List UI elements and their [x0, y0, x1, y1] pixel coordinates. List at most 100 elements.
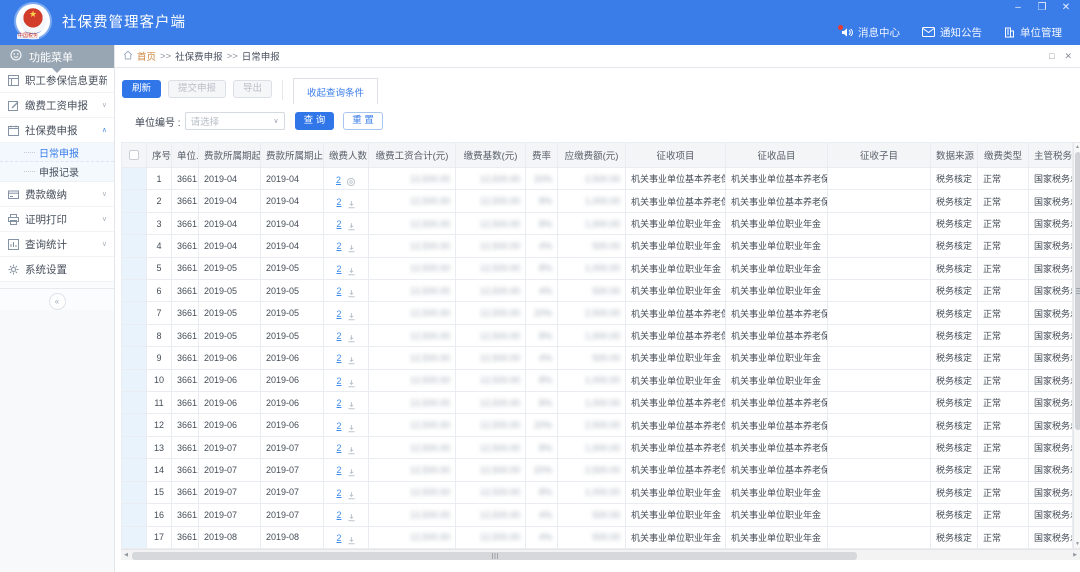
people-count-link[interactable]: 2	[336, 487, 342, 498]
sidebar-item-declare-records[interactable]: 申报记录	[0, 162, 114, 181]
table-row[interactable]: 123661...2019-062019-06212,500.0012,500.…	[121, 413, 1073, 437]
search-button[interactable]: 查 询	[294, 112, 335, 130]
download-icon[interactable]	[347, 424, 356, 435]
export-button[interactable]: 导出	[233, 80, 273, 98]
breadcrumb-item[interactable]: 社保费申报	[175, 52, 223, 63]
people-count-link[interactable]: 2	[336, 398, 342, 409]
select-all-checkbox[interactable]	[129, 149, 139, 160]
table-row[interactable]: 23661...2019-042019-04212,500.0012,500.0…	[121, 189, 1073, 213]
cell-people: 2	[323, 391, 369, 415]
sidebar-item-cert-print[interactable]: 证明打印 ∨	[0, 207, 114, 232]
people-count-link[interactable]: 2	[335, 174, 341, 185]
nav-notice[interactable]: 通知公告	[922, 25, 982, 40]
people-count-link[interactable]: 2	[336, 532, 342, 543]
people-count-link[interactable]: 2	[336, 241, 342, 252]
people-count-link[interactable]: 2	[336, 286, 342, 297]
download-icon[interactable]	[347, 401, 356, 412]
table-row[interactable]: 63661...2019-052019-05212,500.0012,500.0…	[121, 279, 1073, 303]
minimize-icon[interactable]: –	[1015, 2, 1021, 13]
reset-button[interactable]: 重 置	[343, 112, 383, 130]
submit-declare-button[interactable]: 提交申报	[168, 80, 227, 98]
sidebar-item-fee-payment[interactable]: 费款缴纳 ∨	[0, 182, 114, 207]
restore-icon[interactable]: ❐	[1037, 2, 1047, 13]
declare-table: 序号单位...费款所属期起费款所属期止缴费人数缴费工资合计(元)缴费基数(元)费…	[121, 142, 1073, 549]
cell-end: 2019-06	[260, 368, 324, 393]
table-row[interactable]: 93661...2019-062019-06212,500.0012,500.0…	[121, 346, 1073, 370]
sidebar-item-daily-declare[interactable]: 日常申报	[0, 143, 114, 162]
refresh-button[interactable]: 刷新	[122, 80, 162, 98]
download-icon[interactable]	[347, 491, 356, 502]
close-icon[interactable]: ✕	[1061, 2, 1071, 13]
view-icon[interactable]	[346, 177, 356, 189]
sidebar-collapse-button[interactable]: «	[48, 293, 66, 310]
people-count-link[interactable]: 2	[336, 263, 342, 274]
sidebar-item-employee-info[interactable]: 职工参保信息更新	[0, 68, 114, 93]
sidebar-item-query-stats[interactable]: 查询统计 ∨	[0, 232, 114, 257]
cell-type: 正常	[977, 391, 1029, 415]
scroll-down-icon[interactable]: ▼	[1075, 541, 1080, 547]
table-row[interactable]: 153661...2019-072019-07212,500.0012,500.…	[121, 480, 1073, 505]
scroll-up-icon[interactable]: ▲	[1075, 144, 1080, 150]
panel-close-icon[interactable]: ✕	[1064, 50, 1072, 61]
people-count-link[interactable]: 2	[336, 510, 342, 521]
download-icon[interactable]	[347, 267, 356, 278]
people-count-link[interactable]: 2	[336, 219, 342, 230]
download-icon[interactable]	[347, 289, 356, 300]
panel-restore-icon[interactable]: □	[1049, 50, 1055, 61]
download-icon[interactable]	[347, 446, 356, 457]
unit-no-select[interactable]: 请选择 ∨	[184, 112, 285, 130]
people-count-link[interactable]: 2	[336, 308, 342, 319]
horizontal-scrollbar[interactable]: ◀ ▶	[121, 549, 1080, 560]
sidebar: 功能菜单 职工参保信息更新 缴费工资申报 ∨ 社保费申报 ∧	[0, 45, 115, 572]
table-row[interactable]: 83661...2019-052019-05212,500.0012,500.0…	[121, 323, 1073, 348]
table-row[interactable]: 133661...2019-072019-07212,500.0012,500.…	[121, 435, 1073, 460]
table-row[interactable]: 173661...2019-082019-08212,500.0012,500.…	[121, 525, 1073, 549]
people-count-link[interactable]: 2	[336, 331, 342, 342]
table-row[interactable]: 163661...2019-072019-07212,500.0012,500.…	[121, 503, 1073, 527]
download-icon[interactable]	[347, 536, 356, 547]
people-count-link[interactable]: 2	[336, 375, 342, 386]
table-row[interactable]: 143661...2019-072019-07212,500.0012,500.…	[121, 458, 1073, 482]
cell-source: 税务核定	[930, 458, 978, 482]
download-icon[interactable]	[347, 513, 356, 524]
vertical-scroll-thumb[interactable]	[1074, 152, 1080, 430]
sidebar-item-settings[interactable]: 系统设置	[0, 257, 114, 282]
table-row[interactable]: 53661...2019-052019-05212,500.0012,500.0…	[121, 256, 1073, 281]
people-count-link[interactable]: 2	[336, 443, 342, 454]
sidebar-item-social-fee-declare[interactable]: 社保费申报 ∧	[0, 118, 114, 143]
table-row[interactable]: 43661...2019-042019-04212,500.0012,500.0…	[121, 234, 1073, 258]
table-row[interactable]: 103661...2019-062019-06212,500.0012,500.…	[121, 368, 1073, 393]
people-count-link[interactable]: 2	[336, 420, 342, 431]
breadcrumb-home-link[interactable]: 首页	[137, 52, 157, 63]
scroll-left-icon[interactable]: ◀	[124, 552, 128, 558]
cell-sub	[827, 279, 931, 303]
table-row[interactable]: 33661...2019-042019-04212,500.0012,500.0…	[121, 211, 1073, 236]
cell-base-redacted: 12,500.00	[455, 458, 526, 482]
nav-unit-management[interactable]: 单位管理	[1004, 25, 1062, 40]
nav-message-center[interactable]: 消息中心	[838, 24, 900, 40]
horizontal-scroll-thumb[interactable]	[132, 551, 857, 560]
download-icon[interactable]	[347, 356, 356, 367]
menu-notch	[52, 68, 62, 73]
download-icon[interactable]	[347, 334, 356, 345]
cell-item: 机关事业单位基本养老保险...	[725, 391, 828, 415]
download-icon[interactable]	[347, 244, 356, 255]
scroll-right-icon[interactable]: ▶	[1073, 552, 1077, 558]
table-row[interactable]: 113661...2019-062019-06212,500.0012,500.…	[121, 391, 1073, 415]
people-count-link[interactable]: 2	[336, 196, 342, 207]
download-icon[interactable]	[347, 200, 356, 211]
sidebar-item-salary-declare[interactable]: 缴费工资申报 ∨	[0, 93, 114, 118]
vertical-scrollbar[interactable]: ▲ ▼	[1073, 142, 1080, 549]
cell-amount-redacted: 2,500.00	[557, 166, 626, 191]
people-count-link[interactable]: 2	[336, 465, 342, 476]
download-icon[interactable]	[347, 222, 356, 233]
download-icon[interactable]	[347, 312, 356, 323]
people-count-link[interactable]: 2	[336, 353, 342, 364]
collapse-query-tab[interactable]: 收起查询条件	[293, 78, 379, 104]
logo-star-icon: ★	[28, 9, 38, 19]
table-row[interactable]: 13661...2019-042019-04212,500.0012,500.0…	[121, 166, 1073, 191]
table-row[interactable]: 73661...2019-052019-05212,500.0012,500.0…	[121, 301, 1073, 325]
download-icon[interactable]	[347, 379, 356, 390]
download-icon[interactable]	[347, 468, 356, 479]
cell-end: 2019-06	[260, 391, 324, 415]
